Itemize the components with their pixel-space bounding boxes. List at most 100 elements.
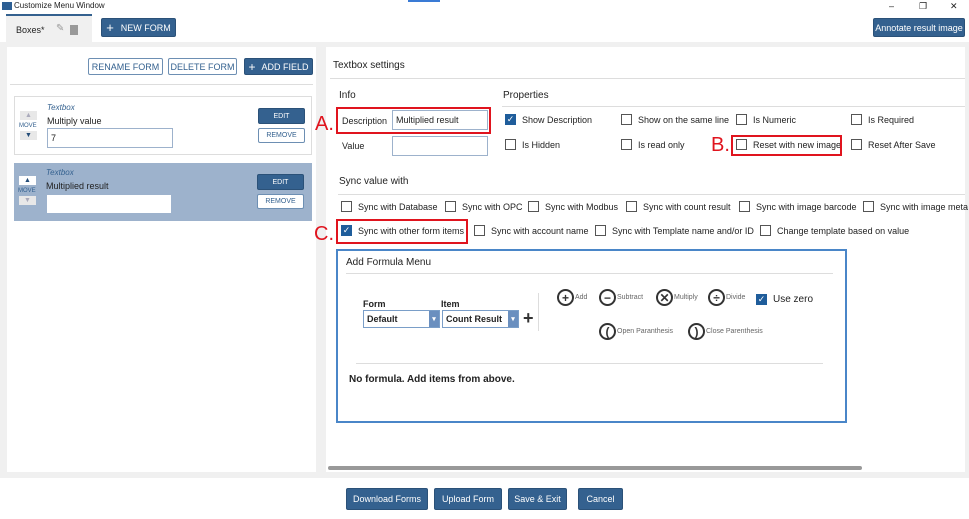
download-forms-button[interactable]: Download Forms <box>346 488 428 510</box>
multiply-icon: ✕ <box>656 289 673 306</box>
description-input[interactable]: Multiplied result <box>392 110 488 130</box>
move-up-button[interactable]: ▲ <box>19 176 36 185</box>
sync-checkbox[interactable]: Sync with Modbus <box>528 201 618 212</box>
open-parenthesis-icon: ( <box>599 323 616 340</box>
delete-form-button[interactable]: DELETE FORM <box>168 58 237 75</box>
app-icon <box>2 2 12 10</box>
form-label: Form <box>363 299 386 309</box>
sync-checkbox[interactable]: Sync with count result <box>626 201 731 212</box>
property-checkbox[interactable]: Show on the same line <box>621 114 729 125</box>
checkbox-label: Is Required <box>868 114 915 125</box>
checkbox-label: Sync with OPC <box>462 201 523 212</box>
rename-form-button[interactable]: RENAME FORM <box>88 58 163 75</box>
sync-checkbox[interactable]: Sync with image meta <box>863 201 968 212</box>
sync-checkbox[interactable]: ✓ Sync with other form items <box>341 225 464 236</box>
tab-bar: Boxes* ✎ + NEW FORM Annotate result image <box>0 13 969 42</box>
tab-label: Boxes* <box>16 25 45 35</box>
open-parenthesis-button[interactable]: (Open Paranthesis <box>599 323 673 340</box>
close-button[interactable]: ✕ <box>950 1 958 11</box>
trash-icon[interactable] <box>70 25 78 35</box>
description-label: Description <box>342 116 388 126</box>
add-icon: + <box>557 289 574 306</box>
checkbox-icon: ✓ <box>341 225 352 236</box>
checkbox-label: Show on the same line <box>638 114 730 125</box>
annotation-a: A. <box>315 113 334 135</box>
field-type: Textbox <box>47 103 75 112</box>
property-checkbox[interactable]: ✓ Show Description <box>505 114 592 125</box>
save-exit-button[interactable]: Save & Exit <box>508 488 567 510</box>
property-checkbox[interactable]: Is read only <box>621 139 685 150</box>
checkbox-icon: ✓ <box>756 294 767 305</box>
annotation-b: B. <box>711 134 730 156</box>
item-select[interactable]: Count Result ▾ <box>442 310 519 328</box>
add-formula-menu: Add Formula Menu Form Item Default ▾ Coun… <box>336 249 847 423</box>
highlight-a <box>336 107 491 134</box>
item-label: Item <box>441 299 460 309</box>
field-input[interactable]: 7 <box>47 128 173 148</box>
field-input[interactable] <box>46 194 172 214</box>
field-card-selected[interactable]: ▲ MOVE ▼ Textbox Multiplied result EDIT … <box>14 163 312 221</box>
multiply-button[interactable]: ✕ Multiply <box>656 289 698 306</box>
divider <box>10 84 313 85</box>
maximize-button[interactable]: ❐ <box>919 1 928 11</box>
sync-checkbox[interactable]: Sync with Database <box>341 201 438 212</box>
field-card[interactable]: ▲ MOVE ▼ Textbox Multiply value 7 EDIT R… <box>14 96 312 155</box>
checkbox-icon <box>863 201 874 212</box>
value-input[interactable] <box>392 136 488 156</box>
minimize-button[interactable]: – <box>889 1 895 11</box>
move-down-button[interactable]: ▼ <box>19 196 36 205</box>
checkbox-icon <box>739 201 750 212</box>
remove-button[interactable]: REMOVE <box>258 128 305 143</box>
sync-checkbox[interactable]: Sync with image barcode <box>739 201 857 212</box>
sync-checkbox[interactable]: Change template based on value <box>760 225 909 236</box>
move-up-button[interactable]: ▲ <box>20 111 37 120</box>
move-label: MOVE <box>18 188 36 194</box>
move-down-button[interactable]: ▼ <box>20 131 37 140</box>
edit-button[interactable]: EDIT <box>257 174 304 190</box>
use-zero-checkbox[interactable]: ✓ Use zero <box>756 294 814 305</box>
sync-checkbox[interactable]: Sync with account name <box>474 225 589 236</box>
checkbox-label: Sync with Modbus <box>545 201 619 212</box>
op-label: Add <box>575 294 588 301</box>
horizontal-scrollbar[interactable] <box>328 466 862 470</box>
property-checkbox[interactable]: Is Required <box>851 114 914 125</box>
add-button[interactable]: + Add <box>557 289 587 306</box>
add-item-button[interactable]: + <box>523 308 534 328</box>
new-form-button[interactable]: + NEW FORM <box>101 18 176 37</box>
sync-checkbox[interactable]: Sync with Template name and/or ID <box>595 225 754 236</box>
property-checkbox[interactable]: Reset with new image <box>736 139 841 150</box>
pencil-icon[interactable]: ✎ <box>56 23 65 34</box>
property-checkbox[interactable]: Is Hidden <box>505 139 560 150</box>
checkbox-label: Show Description <box>522 114 593 125</box>
checkbox-label: Is read only <box>638 139 685 150</box>
move-label: MOVE <box>19 123 37 129</box>
cancel-button[interactable]: Cancel <box>578 488 623 510</box>
sync-checkbox[interactable]: Sync with OPC <box>445 201 523 212</box>
edit-button[interactable]: EDIT <box>258 108 305 124</box>
checkbox-label: Sync with account name <box>491 225 589 236</box>
info-heading: Info <box>339 90 356 101</box>
annotate-result-image-button[interactable]: Annotate result image <box>873 18 965 37</box>
separator <box>538 293 539 331</box>
property-checkbox[interactable]: Is Numeric <box>736 114 796 125</box>
checkbox-icon: ✓ <box>505 114 516 125</box>
divide-button[interactable]: ÷ Divide <box>708 289 745 306</box>
property-checkbox[interactable]: Reset After Save <box>851 139 936 150</box>
chevron-down-icon: ▾ <box>429 311 439 327</box>
subtract-button[interactable]: − Subtract <box>599 289 643 306</box>
divider <box>502 106 965 107</box>
divider <box>356 363 823 364</box>
remove-button[interactable]: REMOVE <box>257 194 304 209</box>
upload-form-button[interactable]: Upload Form <box>434 488 502 510</box>
form-select[interactable]: Default ▾ <box>363 310 440 328</box>
add-field-button[interactable]: + ADD FIELD <box>244 58 313 75</box>
chevron-down-icon: ▾ <box>508 311 518 327</box>
checkbox-icon <box>736 114 747 125</box>
checkbox-label: Is Hidden <box>522 139 561 150</box>
tab-boxes[interactable]: Boxes* ✎ <box>6 14 92 42</box>
checkbox-icon <box>621 139 632 150</box>
close-parenthesis-button[interactable]: ) Close Parenthesis <box>688 323 763 340</box>
formula-title: Add Formula Menu <box>346 257 432 268</box>
checkbox-icon <box>851 139 862 150</box>
checkbox-label: Sync with image barcode <box>756 201 857 212</box>
